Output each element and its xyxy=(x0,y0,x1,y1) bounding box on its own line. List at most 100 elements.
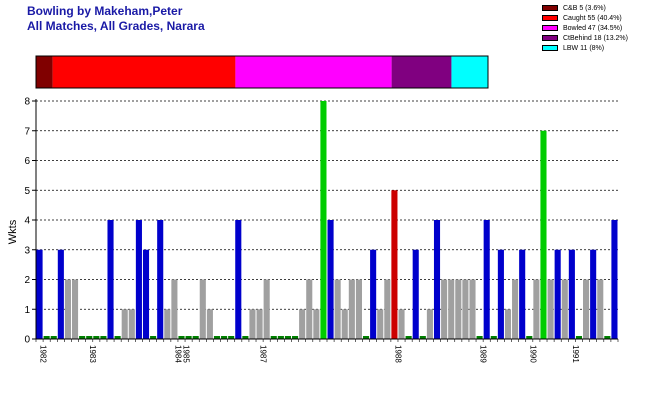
bar xyxy=(157,220,164,339)
x-tick-label: 1983 xyxy=(88,345,97,363)
bar xyxy=(292,336,299,339)
dismissal-segment xyxy=(36,56,53,88)
bar xyxy=(192,336,199,339)
bar xyxy=(121,309,128,339)
bar xyxy=(533,279,540,339)
bar xyxy=(263,279,270,339)
legend-label: LBW 11 (8%) xyxy=(563,44,605,52)
chart-title: Bowling by Makeham,Peter xyxy=(27,4,183,18)
x-tick-label: 1991 xyxy=(571,345,580,363)
bar xyxy=(469,279,476,339)
bar xyxy=(398,309,405,339)
dismissal-segment xyxy=(451,56,488,88)
bar xyxy=(355,279,362,339)
bar xyxy=(171,279,178,339)
bar xyxy=(341,309,348,339)
x-tick-label: 1989 xyxy=(479,345,488,363)
bar xyxy=(213,336,221,339)
bar xyxy=(313,309,320,339)
legend-item: CtBehind 18 (13.2%) xyxy=(542,33,628,43)
bar xyxy=(405,336,412,339)
bar xyxy=(277,336,284,339)
bar xyxy=(433,220,441,339)
x-tick-label: 1985 xyxy=(181,345,190,363)
bar xyxy=(604,336,611,339)
bar xyxy=(334,279,341,339)
bar xyxy=(497,249,504,339)
bar xyxy=(384,279,391,339)
bar xyxy=(221,336,228,339)
bar xyxy=(86,336,93,339)
bar xyxy=(185,336,192,339)
bar xyxy=(242,336,249,339)
y-tick-label: 7 xyxy=(24,126,30,137)
bar xyxy=(462,279,469,339)
bar xyxy=(79,336,86,339)
y-tick-label: 0 xyxy=(24,335,30,346)
bar xyxy=(249,309,256,339)
dismissal-stacked-bar xyxy=(35,55,489,89)
dismissal-segment xyxy=(235,56,392,88)
bar xyxy=(391,190,398,339)
bar xyxy=(554,249,561,339)
legend-swatch xyxy=(542,45,558,51)
bar xyxy=(348,279,355,339)
x-tick-label: 1982 xyxy=(39,345,48,363)
bar xyxy=(540,130,547,339)
bar xyxy=(370,249,377,339)
bar xyxy=(512,279,519,339)
bar xyxy=(448,279,455,339)
bar xyxy=(93,336,100,339)
bar xyxy=(142,249,150,339)
bar xyxy=(583,279,590,339)
legend-item: C&B 5 (3.6%) xyxy=(542,3,628,13)
bar xyxy=(50,336,57,339)
bar xyxy=(235,220,242,339)
y-tick-label: 1 xyxy=(24,305,30,316)
bar xyxy=(306,279,313,339)
bar xyxy=(597,279,604,339)
bar xyxy=(441,279,448,339)
bar xyxy=(114,336,121,339)
bar xyxy=(455,279,462,339)
bars-group xyxy=(36,101,618,339)
bar xyxy=(228,336,235,339)
legend-label: Caught 55 (40.4%) xyxy=(563,14,622,22)
axes xyxy=(35,99,618,340)
bar xyxy=(135,220,142,339)
dismissal-segment xyxy=(52,56,236,88)
x-tick-label: 1984 xyxy=(173,345,182,363)
legend-swatch xyxy=(542,15,558,21)
legend-item: Bowled 47 (34.5%) xyxy=(542,23,628,33)
bar xyxy=(256,309,263,339)
bar xyxy=(164,309,171,339)
grid-lines xyxy=(36,100,618,310)
bar xyxy=(150,336,157,339)
x-ticks: 1982 1983 1984 1985 1987 1988 1989 1990 1991 xyxy=(35,339,619,363)
legend-swatch xyxy=(542,25,558,31)
x-tick-label: 1987 xyxy=(259,345,268,363)
bar xyxy=(71,279,79,339)
bar xyxy=(199,279,206,339)
legend-label: C&B 5 (3.6%) xyxy=(563,4,606,12)
bar xyxy=(561,279,568,339)
x-tick-label: 1990 xyxy=(528,345,537,363)
legend-label: Bowled 47 (34.5%) xyxy=(563,24,623,32)
bar xyxy=(299,309,306,339)
dismissal-bar-border xyxy=(35,55,489,89)
legend-item: Caught 55 (40.4%) xyxy=(542,13,628,23)
bar xyxy=(412,249,419,339)
chart-subtitle: All Matches, All Grades, Narara xyxy=(27,19,205,33)
bar xyxy=(526,336,533,339)
y-tick-label: 2 xyxy=(24,275,30,286)
y-tick-label: 3 xyxy=(24,245,30,256)
bar xyxy=(611,220,618,339)
bar xyxy=(575,336,583,339)
bar xyxy=(377,309,384,339)
bar xyxy=(107,220,114,339)
y-ticks: 0 1 2 3 4 5 6 7 8 xyxy=(24,97,36,346)
bar xyxy=(426,309,433,339)
bar xyxy=(490,336,497,339)
bar xyxy=(270,336,277,339)
